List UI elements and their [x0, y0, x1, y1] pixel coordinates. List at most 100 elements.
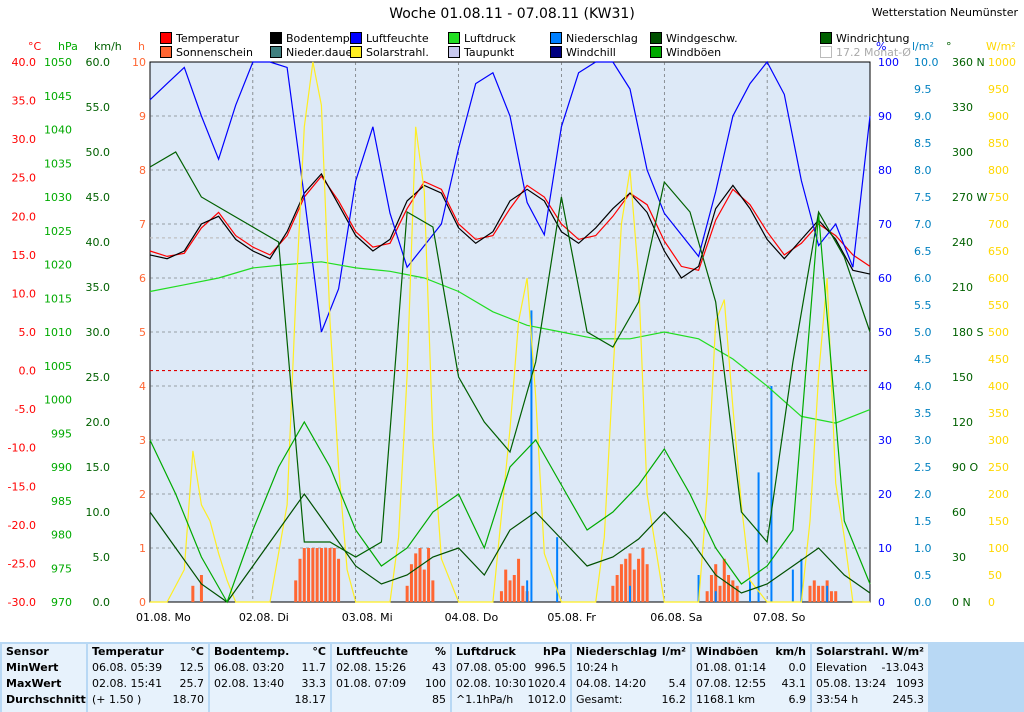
legend-swatch — [350, 46, 362, 58]
legend-swatch — [820, 46, 832, 58]
legend-item: 17.2 Monat-Ø — [820, 45, 911, 59]
stat-header-label: Bodentemp. — [214, 645, 290, 658]
axis-unit-pressure: hPa — [58, 40, 78, 53]
sunshine-bar — [521, 585, 525, 602]
axis-tick-label-pressure: 1010 — [44, 326, 72, 339]
stat-row-name: MinWert — [6, 661, 59, 674]
sunshine-bar — [735, 585, 739, 602]
rain-bar — [697, 575, 700, 602]
axis-tick-label-solar: 750 — [988, 191, 1009, 204]
axis-tick-label-sun: 4 — [139, 380, 146, 393]
axis-tick-label-rain: 8.0 — [914, 164, 932, 177]
axis-tick-label-rain: 9.5 — [914, 83, 932, 96]
sunshine-bar — [337, 558, 341, 602]
axis-tick-label-solar: 700 — [988, 218, 1009, 231]
chart-title: Woche 01.08.11 - 07.08.11 (KW31) — [389, 6, 635, 22]
axis-tick-label-direction: 210 — [952, 281, 973, 294]
x-tick-label: 01.08. Mo — [136, 611, 191, 624]
stat-label: 1168.1 km — [696, 693, 756, 706]
axis-tick-label-humidity: 70 — [878, 218, 892, 231]
sunshine-bar — [705, 591, 709, 602]
stat-header-label: Sensor — [6, 645, 49, 658]
axis-tick-label-pressure: 1020 — [44, 259, 72, 272]
chart-legend: Temperatur Sonnenschein Bodentemp. Nieder.d… — [160, 31, 911, 59]
axis-tick-label-pressure: 1050 — [44, 56, 72, 69]
stat-header-label: Windböen — [696, 645, 759, 658]
stat-column: Niederschlag l/m² 10:24 h 04.08. 14:20 5.4 Ge… — [572, 644, 690, 712]
axis-tick-label-sun: 9 — [139, 110, 146, 123]
stat-column: Sensor MinWert MaxWert Durchschnitt — [2, 644, 86, 712]
sunshine-bar — [499, 591, 503, 602]
axis-tick-label-wind: 60.0 — [86, 56, 111, 69]
axis-tick-label-rain: 5.5 — [914, 299, 932, 312]
legend-swatch — [270, 32, 282, 44]
stat-value: 1020.4 — [527, 677, 567, 690]
axis-tick-label-direction: 300 — [952, 146, 973, 159]
axis-tick-label-wind: 40.0 — [86, 236, 111, 249]
series-line-Windrichtung — [149, 151, 871, 558]
stat-header: Sensor — [6, 644, 82, 660]
sunshine-bar — [829, 591, 833, 602]
sunshine-bar — [319, 548, 323, 602]
stat-header-unit: l/m² — [661, 645, 686, 658]
axis-tick-label-temp: 10.0 — [12, 287, 37, 300]
axis-tick-label-direction: 120 — [952, 416, 973, 429]
axis-tick-label-solar: 50 — [988, 569, 1002, 582]
sunshine-bar — [405, 585, 409, 602]
sunshine-bar — [431, 580, 435, 602]
axis-tick-label-pressure: 1040 — [44, 124, 72, 137]
axis-tick-label-solar: 900 — [988, 110, 1009, 123]
axis-unit-wind: km/h — [94, 40, 122, 53]
rain-bar — [530, 310, 533, 602]
sunshine-bar — [731, 580, 735, 602]
sunshine-bar — [332, 548, 336, 602]
stat-header-label: Temperatur — [92, 645, 164, 658]
axis-unit-direction: ° — [946, 40, 952, 53]
stat-label: 10:24 h — [576, 661, 619, 674]
stat-label: ^1.1hPa/h — [456, 693, 514, 706]
axis-tick-label-rain: 7.0 — [914, 218, 932, 231]
stat-column: Bodentemp. °C 06.08. 03:20 11.7 02.08. 13:40… — [210, 644, 330, 712]
axis-tick-label-direction: 60 — [952, 506, 966, 519]
stat-value: 18.70 — [172, 693, 205, 706]
axis-tick-label-pressure: 990 — [51, 461, 72, 474]
axis-tick-label-rain: 6.0 — [914, 272, 932, 285]
sunshine-bar — [624, 558, 628, 602]
axis-tick-label-rain: 1.5 — [914, 515, 932, 528]
stat-row: 85 — [336, 692, 446, 708]
sunshine-bar — [409, 564, 413, 602]
axis-tick-label-sun: 6 — [139, 272, 146, 285]
stat-row: 02.08. 15:41 25.7 — [92, 676, 204, 692]
sunshine-bar — [199, 575, 203, 602]
sunshine-bar — [637, 558, 641, 602]
sunshine-bar — [298, 558, 302, 602]
series-line-Luftfeuchte — [149, 60, 871, 333]
stat-header-unit: hPa — [542, 645, 566, 658]
sunshine-bar — [611, 585, 615, 602]
sunshine-bar — [307, 548, 311, 602]
legend-item: Windgeschw. — [650, 31, 738, 45]
axis-tick-label-temp: 25.0 — [12, 172, 37, 185]
sunshine-bar — [422, 569, 426, 602]
legend-label: Niederschlag — [566, 31, 638, 45]
axis-tick-label-solar: 600 — [988, 272, 1009, 285]
stat-header: Solarstrahl. W/m² — [816, 644, 924, 660]
legend-swatch — [820, 32, 832, 44]
axis-tick-label-rain: 9.0 — [914, 110, 932, 123]
stat-row: Elevation -13.043 — [816, 660, 924, 676]
axis-unit-temp: °C — [28, 40, 42, 53]
legend-item: Temperatur — [160, 31, 239, 45]
axis-tick-label-solar: 550 — [988, 299, 1009, 312]
axis-tick-label-humidity: 30 — [878, 434, 892, 447]
sunshine-bar — [191, 585, 195, 602]
axis-tick-label-rain: 4.0 — [914, 380, 932, 393]
axis-tick-label-temp: 35.0 — [12, 95, 37, 108]
stat-row: MinWert — [6, 660, 82, 676]
sunshine-bar — [311, 548, 315, 602]
axis-tick-label-sun: 7 — [139, 218, 146, 231]
rain-bar — [526, 580, 529, 602]
legend-item: Windchill — [550, 45, 616, 59]
axis-tick-label-wind: 55.0 — [86, 101, 111, 114]
axis-tick-label-pressure: 970 — [51, 596, 72, 609]
stat-row: (+ 1.50 ) 18.70 — [92, 692, 204, 708]
